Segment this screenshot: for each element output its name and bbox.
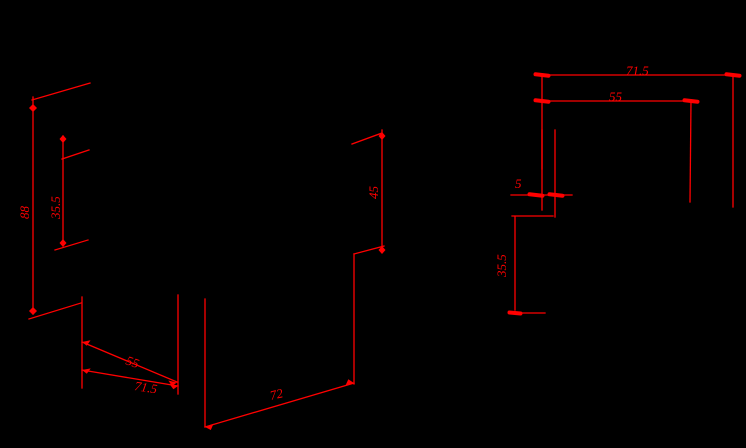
svg-text:35.5: 35.5 <box>494 254 509 278</box>
svg-text:88: 88 <box>17 206 32 220</box>
svg-text:71.5: 71.5 <box>626 63 649 78</box>
svg-text:55: 55 <box>609 89 623 104</box>
svg-text:5: 5 <box>515 176 522 191</box>
svg-text:55: 55 <box>124 353 142 372</box>
svg-text:71.5: 71.5 <box>134 378 159 396</box>
svg-text:45: 45 <box>366 186 381 200</box>
svg-text:72: 72 <box>268 385 285 403</box>
svg-text:35.5: 35.5 <box>48 196 63 220</box>
